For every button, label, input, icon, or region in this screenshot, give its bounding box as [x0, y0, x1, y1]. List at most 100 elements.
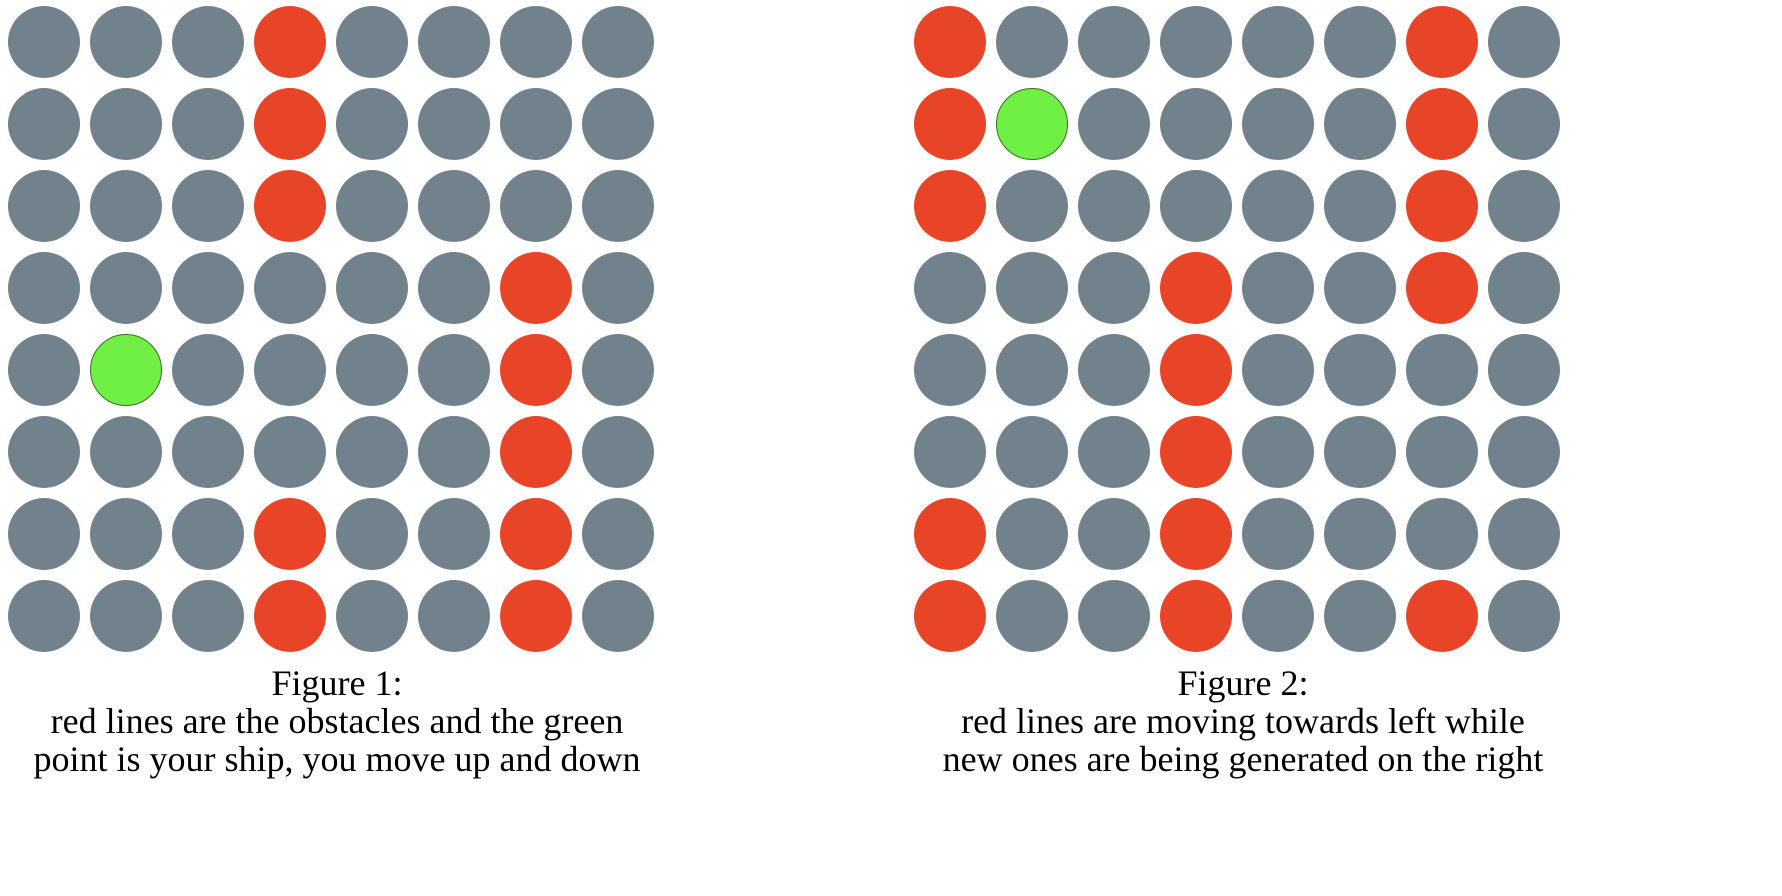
empty-cell	[336, 88, 408, 160]
empty-cell	[90, 252, 162, 324]
game-board-figure-1	[8, 0, 666, 652]
empty-cell	[1242, 252, 1314, 324]
obstacle-cell	[254, 498, 326, 570]
empty-cell	[1078, 498, 1150, 570]
figure-1-caption-line-2: point is your ship, you move up and down	[33, 739, 641, 779]
empty-cell	[582, 6, 654, 78]
empty-cell	[172, 498, 244, 570]
obstacle-cell	[254, 88, 326, 160]
empty-cell	[336, 6, 408, 78]
empty-cell	[582, 416, 654, 488]
empty-cell	[1078, 252, 1150, 324]
obstacle-cell	[1160, 580, 1232, 652]
empty-cell	[1324, 88, 1396, 160]
obstacle-cell	[914, 580, 986, 652]
empty-cell	[8, 88, 80, 160]
empty-cell	[582, 334, 654, 406]
empty-cell	[996, 416, 1068, 488]
obstacle-cell	[500, 334, 572, 406]
figure-2-caption-line-2: new ones are being generated on the righ…	[942, 739, 1544, 779]
empty-cell	[1078, 88, 1150, 160]
figure-1-caption-line-1: red lines are the obstacles and the gree…	[50, 701, 624, 741]
empty-cell	[1078, 334, 1150, 406]
figure-2-panel: Figure 2: red lines are moving towards l…	[914, 0, 1572, 778]
empty-cell	[1242, 580, 1314, 652]
empty-cell	[172, 334, 244, 406]
empty-cell	[1324, 252, 1396, 324]
empty-cell	[914, 334, 986, 406]
empty-cell	[1078, 6, 1150, 78]
obstacle-cell	[500, 580, 572, 652]
empty-cell	[336, 416, 408, 488]
empty-cell	[8, 498, 80, 570]
empty-cell	[1406, 416, 1478, 488]
obstacle-cell	[1406, 88, 1478, 160]
empty-cell	[914, 416, 986, 488]
game-board-figure-2	[914, 0, 1572, 652]
empty-cell	[418, 88, 490, 160]
empty-cell	[254, 252, 326, 324]
obstacle-cell	[1160, 498, 1232, 570]
empty-cell	[8, 252, 80, 324]
empty-cell	[8, 580, 80, 652]
empty-cell	[336, 334, 408, 406]
empty-cell	[1406, 498, 1478, 570]
empty-cell	[582, 170, 654, 242]
empty-cell	[418, 498, 490, 570]
empty-cell	[1160, 6, 1232, 78]
empty-cell	[500, 6, 572, 78]
empty-cell	[172, 580, 244, 652]
empty-cell	[1078, 170, 1150, 242]
empty-cell	[914, 252, 986, 324]
figure-2-caption: Figure 2: red lines are moving towards l…	[914, 664, 1572, 778]
empty-cell	[996, 498, 1068, 570]
ship-cell	[90, 334, 162, 406]
obstacle-cell	[914, 498, 986, 570]
empty-cell	[90, 6, 162, 78]
figure-1-title: Figure 1:	[271, 663, 403, 703]
empty-cell	[254, 334, 326, 406]
empty-cell	[500, 170, 572, 242]
empty-cell	[1324, 170, 1396, 242]
obstacle-cell	[914, 88, 986, 160]
obstacle-cell	[1406, 170, 1478, 242]
empty-cell	[1242, 6, 1314, 78]
empty-cell	[1488, 334, 1560, 406]
figure-1-caption: Figure 1: red lines are the obstacles an…	[8, 664, 666, 778]
empty-cell	[418, 252, 490, 324]
empty-cell	[1488, 252, 1560, 324]
empty-cell	[1242, 170, 1314, 242]
obstacle-cell	[1160, 252, 1232, 324]
empty-cell	[1488, 6, 1560, 78]
empty-cell	[1324, 498, 1396, 570]
empty-cell	[1242, 416, 1314, 488]
empty-cell	[1488, 88, 1560, 160]
empty-cell	[1078, 580, 1150, 652]
obstacle-cell	[1406, 252, 1478, 324]
empty-cell	[418, 416, 490, 488]
empty-cell	[418, 170, 490, 242]
empty-cell	[1406, 334, 1478, 406]
empty-cell	[1324, 416, 1396, 488]
empty-cell	[1242, 334, 1314, 406]
empty-cell	[582, 580, 654, 652]
obstacle-cell	[914, 6, 986, 78]
empty-cell	[1488, 498, 1560, 570]
empty-cell	[8, 334, 80, 406]
empty-cell	[1324, 6, 1396, 78]
empty-cell	[1160, 88, 1232, 160]
empty-cell	[996, 6, 1068, 78]
empty-cell	[1324, 580, 1396, 652]
empty-cell	[418, 334, 490, 406]
empty-cell	[1242, 498, 1314, 570]
empty-cell	[1488, 580, 1560, 652]
obstacle-cell	[1406, 6, 1478, 78]
empty-cell	[254, 416, 326, 488]
obstacle-cell	[500, 498, 572, 570]
empty-cell	[1078, 416, 1150, 488]
empty-cell	[1324, 334, 1396, 406]
obstacle-cell	[914, 170, 986, 242]
empty-cell	[172, 88, 244, 160]
empty-cell	[996, 170, 1068, 242]
empty-cell	[8, 170, 80, 242]
